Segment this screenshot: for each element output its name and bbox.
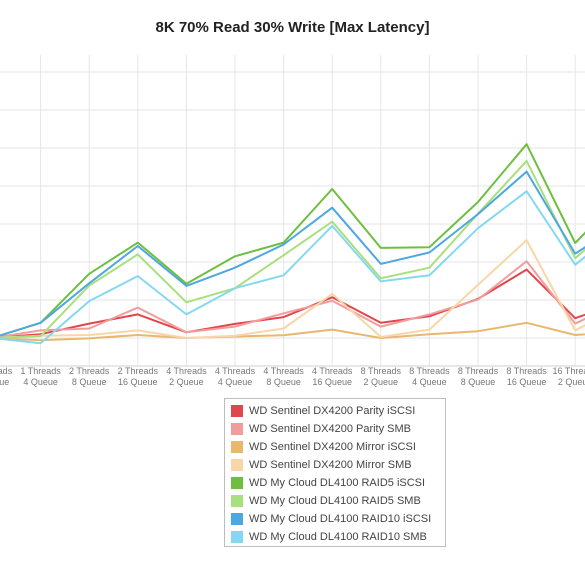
grid-lines bbox=[0, 55, 585, 367]
legend-item: WD Sentinel DX4200 Parity SMB bbox=[231, 420, 445, 438]
chart-title: 8K 70% Read 30% Write [Max Latency] bbox=[155, 19, 430, 36]
legend-label: WD Sentinel DX4200 Parity SMB bbox=[249, 423, 412, 435]
legend-label: WD My Cloud DL4100 RAID10 SMB bbox=[249, 531, 427, 543]
x-tick-label: 2 Threads 16 Queue bbox=[118, 366, 159, 387]
legend-swatch bbox=[231, 459, 243, 471]
series-line-5 bbox=[0, 143, 585, 337]
legend-label: WD Sentinel DX4200 Mirror SMB bbox=[249, 459, 412, 471]
series-line-3 bbox=[0, 321, 585, 342]
series-line-2 bbox=[0, 260, 585, 338]
legend-label: WD My Cloud DL4100 RAID5 iSCSI bbox=[249, 477, 426, 489]
legend-label: WD My Cloud DL4100 RAID10 iSCSI bbox=[249, 513, 432, 525]
x-tick-label: 1 Threads 4 Queue bbox=[20, 366, 61, 387]
legend-swatch bbox=[231, 531, 243, 543]
x-tick-label: 4 Threads 4 Queue bbox=[215, 366, 256, 387]
legend-swatch bbox=[231, 423, 243, 435]
legend-item: WD Sentinel DX4200 Mirror SMB bbox=[231, 456, 445, 474]
legend-item: WD My Cloud DL4100 RAID10 iSCSI bbox=[231, 510, 445, 528]
x-tick-label: 4 Threads 8 Queue bbox=[263, 366, 304, 387]
legend-swatch bbox=[231, 477, 243, 489]
series-lines bbox=[0, 143, 585, 345]
series-line-7 bbox=[0, 170, 585, 337]
x-tick-label: 8 Threads 16 Queue bbox=[506, 366, 547, 387]
x-tick-label: 8 Threads 8 Queue bbox=[458, 366, 499, 387]
legend-item: WD My Cloud DL4100 RAID10 SMB bbox=[231, 528, 445, 546]
x-tick-label: 8 Threads 4 Queue bbox=[409, 366, 450, 387]
series-line-6 bbox=[0, 159, 585, 339]
legend-label: WD Sentinel DX4200 Mirror iSCSI bbox=[249, 441, 416, 453]
legend-item: WD Sentinel DX4200 Parity iSCSI bbox=[231, 402, 445, 420]
legend-item: WD Sentinel DX4200 Mirror iSCSI bbox=[231, 438, 445, 456]
x-tick-label: 4 Threads 2 Queue bbox=[166, 366, 207, 387]
legend-label: WD My Cloud DL4100 RAID5 SMB bbox=[249, 495, 421, 507]
legend-label: WD Sentinel DX4200 Parity iSCSI bbox=[249, 405, 416, 417]
legend-swatch bbox=[231, 405, 243, 417]
legend-swatch bbox=[231, 495, 243, 507]
legend-item: WD My Cloud DL4100 RAID5 SMB bbox=[231, 492, 445, 510]
series-line-4 bbox=[0, 239, 585, 339]
series-line-8 bbox=[0, 190, 585, 345]
x-tick-label: 4 Threads 16 Queue bbox=[312, 366, 353, 387]
legend-swatch bbox=[231, 513, 243, 525]
x-tick-label: 8 Threads 2 Queue bbox=[361, 366, 402, 387]
x-tick-label: 2 Threads 8 Queue bbox=[69, 366, 110, 387]
legend: WD Sentinel DX4200 Parity iSCSI WD Sentin… bbox=[224, 398, 446, 547]
legend-swatch bbox=[231, 441, 243, 453]
legend-item: WD My Cloud DL4100 RAID5 iSCSI bbox=[231, 474, 445, 492]
